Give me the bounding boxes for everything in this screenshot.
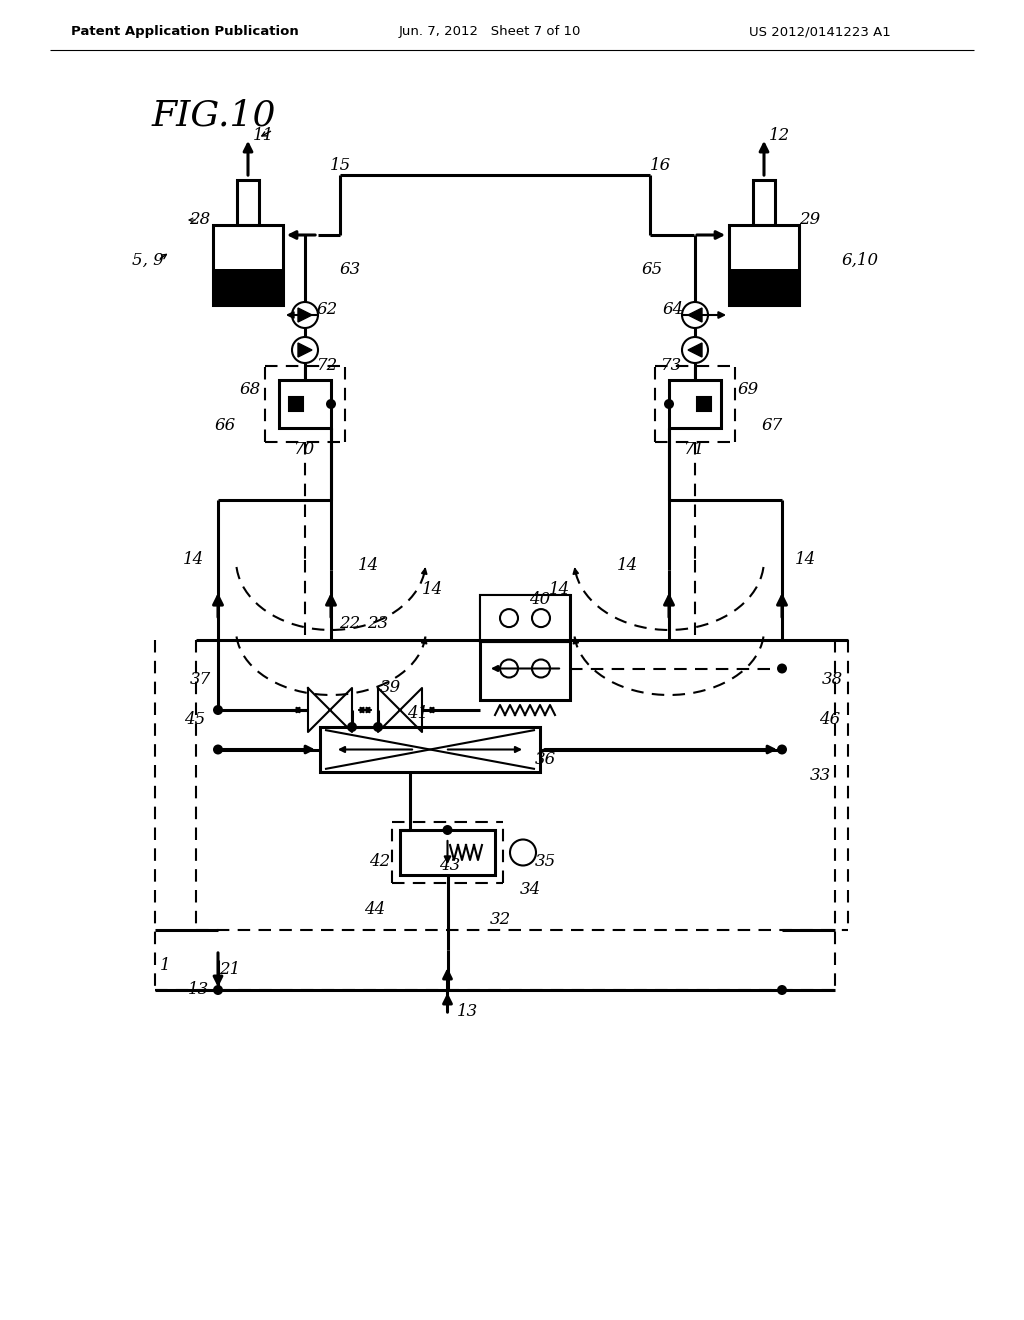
Text: 65: 65 <box>641 261 663 279</box>
Text: 29: 29 <box>800 211 820 228</box>
Circle shape <box>213 705 223 715</box>
Text: 28: 28 <box>189 211 211 228</box>
Bar <box>729 224 799 305</box>
Text: 69: 69 <box>737 381 759 399</box>
Circle shape <box>213 985 223 995</box>
Text: 14: 14 <box>357 557 379 573</box>
Text: 33: 33 <box>809 767 830 784</box>
Circle shape <box>442 825 453 836</box>
Polygon shape <box>688 343 702 356</box>
Circle shape <box>326 399 336 409</box>
Text: 62: 62 <box>316 301 338 318</box>
Text: 66: 66 <box>214 417 236 433</box>
Text: 23: 23 <box>368 615 389 631</box>
Circle shape <box>500 609 518 627</box>
Bar <box>237 180 259 224</box>
Bar <box>697 397 711 411</box>
Text: 34: 34 <box>519 882 541 899</box>
Text: 71: 71 <box>684 441 706 458</box>
Text: 41: 41 <box>408 705 429 722</box>
Text: 38: 38 <box>821 672 843 689</box>
Circle shape <box>777 744 787 755</box>
Text: US 2012/0141223 A1: US 2012/0141223 A1 <box>750 25 891 38</box>
Circle shape <box>292 302 318 327</box>
Text: 43: 43 <box>439 857 461 874</box>
Text: 16: 16 <box>649 157 671 173</box>
Text: 14: 14 <box>616 557 638 573</box>
Text: 13: 13 <box>187 982 209 998</box>
Text: 46: 46 <box>819 711 841 729</box>
Bar <box>213 269 283 305</box>
Text: 39: 39 <box>379 680 400 697</box>
Bar <box>480 595 570 700</box>
Bar <box>753 180 775 224</box>
Text: 63: 63 <box>339 261 360 279</box>
Circle shape <box>373 722 383 733</box>
Polygon shape <box>298 308 312 322</box>
Bar <box>213 224 283 305</box>
Text: 32: 32 <box>489 912 511 928</box>
Text: 72: 72 <box>317 356 339 374</box>
Text: 15: 15 <box>330 157 350 173</box>
Circle shape <box>347 722 357 733</box>
Text: 14: 14 <box>182 552 204 569</box>
Text: 14: 14 <box>549 582 569 598</box>
Text: 70: 70 <box>294 441 315 458</box>
Text: 42: 42 <box>370 854 390 870</box>
Circle shape <box>213 744 223 755</box>
Text: 22: 22 <box>339 615 360 631</box>
Text: 36: 36 <box>535 751 556 768</box>
Text: 64: 64 <box>663 301 684 318</box>
Text: 45: 45 <box>184 711 206 729</box>
Text: 68: 68 <box>240 381 261 399</box>
Text: 67: 67 <box>762 417 782 433</box>
Text: 14: 14 <box>421 582 442 598</box>
Circle shape <box>777 985 787 995</box>
Text: 1: 1 <box>160 957 170 974</box>
Text: 73: 73 <box>662 356 683 374</box>
Circle shape <box>664 399 674 409</box>
Circle shape <box>292 337 318 363</box>
Circle shape <box>532 609 550 627</box>
Bar <box>319 727 540 772</box>
Circle shape <box>777 664 787 673</box>
Text: 12: 12 <box>768 127 790 144</box>
Bar <box>400 830 495 875</box>
Circle shape <box>682 302 708 327</box>
Text: 13: 13 <box>457 1003 478 1020</box>
Polygon shape <box>298 343 312 356</box>
Polygon shape <box>688 308 702 322</box>
Text: 37: 37 <box>189 672 211 689</box>
Text: 6,10: 6,10 <box>842 252 879 268</box>
Text: FIG.10: FIG.10 <box>152 98 276 132</box>
Bar <box>289 397 303 411</box>
Text: 40: 40 <box>529 591 551 609</box>
Circle shape <box>500 660 518 677</box>
Text: 5, 9: 5, 9 <box>132 252 164 268</box>
Text: 14: 14 <box>795 552 816 569</box>
Circle shape <box>510 840 536 866</box>
Text: Jun. 7, 2012   Sheet 7 of 10: Jun. 7, 2012 Sheet 7 of 10 <box>398 25 582 38</box>
Bar <box>729 269 799 305</box>
Bar <box>669 380 721 428</box>
Circle shape <box>682 337 708 363</box>
Bar <box>279 380 331 428</box>
Text: 35: 35 <box>535 854 556 870</box>
Bar <box>480 595 570 643</box>
Text: 11: 11 <box>252 127 273 144</box>
Circle shape <box>532 660 550 677</box>
Text: Patent Application Publication: Patent Application Publication <box>71 25 299 38</box>
Text: 44: 44 <box>365 902 386 919</box>
Text: 21: 21 <box>219 961 241 978</box>
